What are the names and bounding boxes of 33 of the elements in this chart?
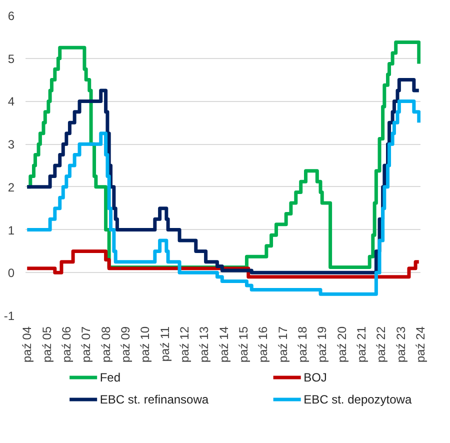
y-tick-label: 4 xyxy=(8,94,15,109)
x-tick-label: paź 24 xyxy=(414,326,428,363)
x-tick-label: paź 21 xyxy=(354,326,368,363)
legend-label: EBC st. depozytowa xyxy=(304,392,412,406)
x-tick-label: paź 09 xyxy=(118,326,132,363)
x-tick-label: paź 22 xyxy=(374,326,388,363)
x-tick-label: paź 12 xyxy=(177,326,192,363)
x-tick-label: paź 15 xyxy=(236,326,250,363)
x-tick-label: paź 08 xyxy=(98,326,113,363)
x-tick-label: paź 20 xyxy=(334,326,349,363)
legend-label: Fed xyxy=(100,370,121,384)
x-tick-label: paź 07 xyxy=(79,326,94,363)
x-tick-label: paź 19 xyxy=(315,326,330,363)
x-tick-label: paź 18 xyxy=(295,326,310,363)
legend-label: BOJ xyxy=(304,370,327,384)
y-tick-label: 5 xyxy=(8,52,15,66)
x-tick-label: paź 11 xyxy=(158,326,172,362)
x-tick-label: paź 16 xyxy=(256,326,270,363)
y-tick-label: 2 xyxy=(8,180,15,194)
x-tick-label: paź 23 xyxy=(394,326,408,363)
y-tick-label: 3 xyxy=(8,138,15,152)
x-tick-label: paź 05 xyxy=(40,326,54,363)
y-tick-label: 1 xyxy=(8,223,15,238)
y-tick-label: 6 xyxy=(8,9,15,23)
y-tick-label: -1 xyxy=(4,309,15,323)
x-tick-label: paź 14 xyxy=(216,326,231,363)
x-tick-label: paź 10 xyxy=(138,326,152,363)
x-tick-label: paź 06 xyxy=(59,326,74,363)
legend-label: EBC st. refinansowa xyxy=(100,392,209,406)
y-tick-label: 0 xyxy=(8,266,15,280)
x-tick-label: paź 13 xyxy=(197,326,212,363)
x-tick-label: paź 17 xyxy=(276,326,290,363)
x-tick-label: paź 04 xyxy=(20,326,34,363)
